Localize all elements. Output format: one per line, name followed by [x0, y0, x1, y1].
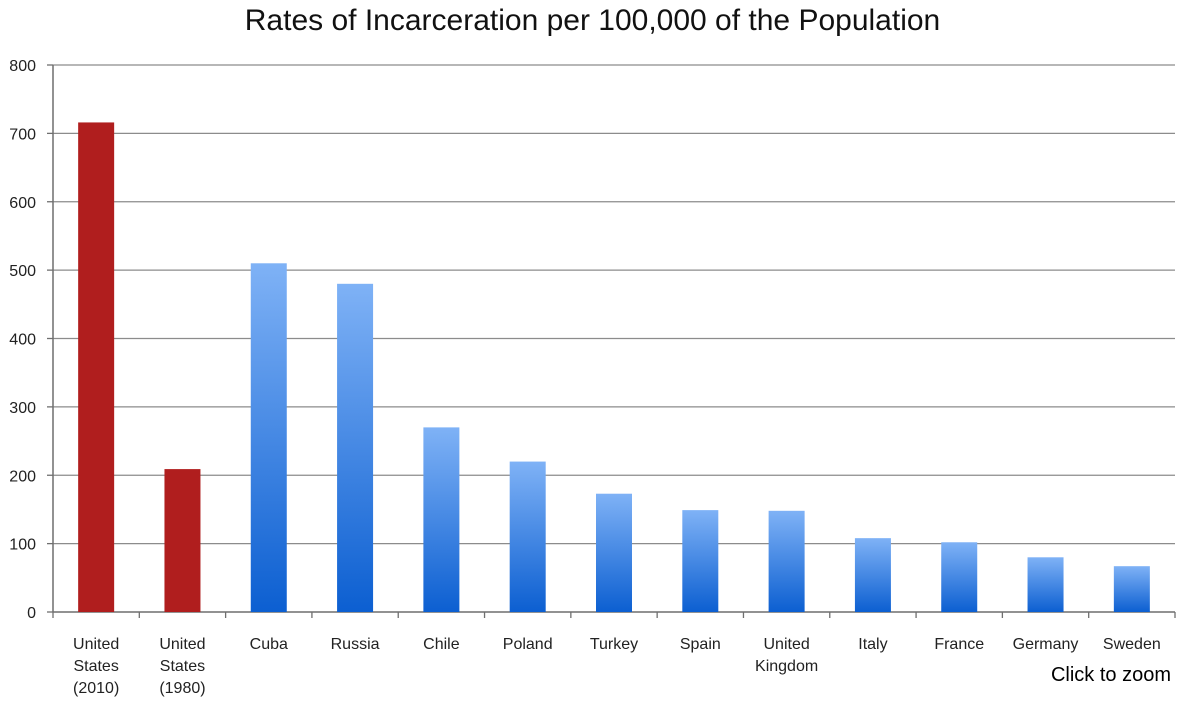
- x-category-label: Italy: [858, 636, 887, 653]
- x-category-label-line: Italy: [858, 636, 887, 653]
- x-category-label-line: United: [763, 636, 809, 653]
- x-category-label-line: States: [73, 658, 118, 675]
- y-tick-label: 800: [9, 58, 36, 75]
- bar: [1113, 566, 1150, 612]
- y-tick-label: 700: [9, 126, 36, 143]
- x-category-label-line: France: [934, 636, 984, 653]
- bar: [78, 122, 115, 612]
- y-tick-label: 300: [9, 400, 36, 417]
- bar: [164, 469, 201, 612]
- bar: [250, 263, 287, 612]
- bar: [854, 538, 891, 612]
- x-category-label: Sweden: [1103, 636, 1161, 653]
- x-category-label: Germany: [1013, 636, 1079, 653]
- x-category-label-line: Chile: [423, 636, 460, 653]
- y-tick-label: 0: [27, 605, 36, 622]
- x-category-label-line: Kingdom: [755, 658, 818, 675]
- bar: [596, 493, 632, 612]
- chart-title: Rates of Incarceration per 100,000 of th…: [244, 4, 941, 37]
- x-category-label: Cuba: [250, 636, 288, 653]
- x-category-label-line: (2010): [73, 680, 119, 697]
- x-category-label: United States (1980): [159, 636, 205, 697]
- x-category-label-line: Germany: [1013, 636, 1079, 653]
- x-category-label: Poland: [503, 636, 553, 653]
- x-category-label-line: Sweden: [1103, 636, 1161, 653]
- bar: [337, 283, 374, 612]
- y-tick-label: 400: [9, 332, 36, 349]
- bar: [941, 542, 978, 612]
- bar: [682, 510, 719, 612]
- bar: [509, 461, 546, 612]
- bar: [768, 510, 805, 612]
- x-category-label-line: States: [160, 658, 205, 675]
- x-category-label-line: United: [73, 636, 119, 653]
- x-category-label: Spain: [680, 636, 721, 653]
- y-tick-label: 100: [9, 537, 36, 554]
- x-category-label-line: Russia: [331, 636, 380, 653]
- y-tick-label: 600: [9, 195, 36, 212]
- x-category-label-line: Cuba: [250, 636, 288, 653]
- x-category-label: United Kingdom: [755, 636, 818, 675]
- bar: [423, 427, 460, 612]
- y-tick-label: 500: [9, 263, 36, 280]
- bar: [1027, 557, 1064, 612]
- x-category-label-line: Spain: [680, 636, 721, 653]
- x-category-label-line: United: [159, 636, 205, 653]
- x-category-label: United States (2010): [73, 636, 119, 697]
- x-category-label: Chile: [423, 636, 460, 653]
- x-category-label: Turkey: [590, 636, 638, 653]
- x-category-label-line: Turkey: [590, 636, 638, 653]
- x-category-label-line: Poland: [503, 636, 553, 653]
- x-category-label: France: [934, 636, 984, 653]
- x-category-label: Russia: [331, 636, 380, 653]
- x-category-label-line: (1980): [159, 680, 205, 697]
- click-to-zoom-link[interactable]: Click to zoom: [1050, 664, 1171, 686]
- y-tick-label: 200: [9, 468, 36, 485]
